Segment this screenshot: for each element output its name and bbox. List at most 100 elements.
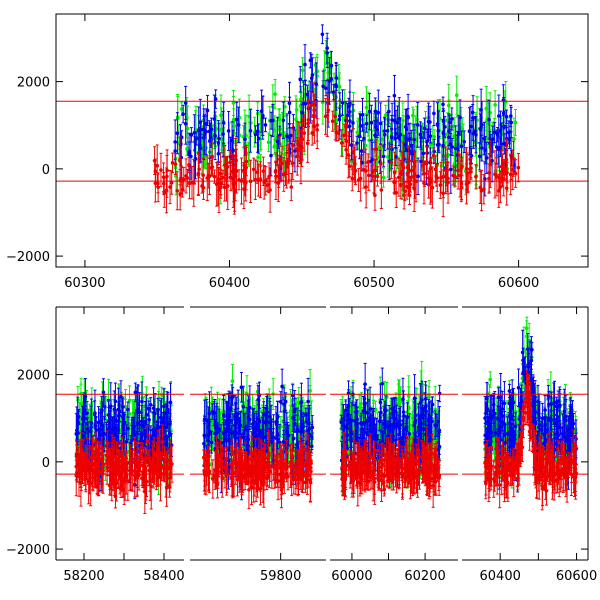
x-tick-label: 60500: [353, 276, 394, 291]
data-point: [168, 185, 172, 189]
data-point: [428, 142, 433, 147]
data-point: [459, 182, 464, 186]
data-point: [302, 131, 307, 135]
data-point: [336, 131, 340, 136]
data-point: [94, 428, 99, 432]
data-point: [272, 145, 277, 149]
data-point: [234, 117, 239, 122]
data-point: [196, 128, 201, 132]
data-point: [494, 145, 499, 149]
data-point: [408, 182, 413, 186]
data-point: [298, 77, 303, 82]
data-point: [516, 165, 521, 170]
data-point: [190, 180, 194, 185]
data-point: [152, 158, 157, 163]
data-point: [183, 101, 188, 105]
data-point: [362, 136, 366, 141]
data-point: [244, 159, 249, 164]
data-point: [379, 162, 383, 166]
data-point: [126, 407, 130, 412]
data-point: [225, 165, 230, 169]
data-point: [168, 400, 173, 405]
x-tick-label: 60300: [64, 276, 105, 291]
data-point: [167, 430, 172, 435]
data-point: [438, 117, 442, 121]
data-point: [339, 141, 344, 145]
data-point: [233, 181, 237, 186]
data-point: [124, 440, 129, 444]
series-red: [74, 424, 174, 514]
data-point: [135, 408, 139, 413]
data-point: [459, 144, 464, 148]
data-point: [412, 137, 416, 142]
data-point: [216, 140, 221, 145]
data-point: [162, 191, 167, 195]
data-point: [381, 175, 386, 180]
data-point: [422, 126, 427, 131]
data-point: [373, 125, 378, 129]
data-point: [248, 128, 253, 133]
data-point: [175, 131, 180, 136]
data-point: [403, 125, 408, 129]
data-point: [419, 135, 423, 140]
data-point: [196, 173, 201, 177]
data-point: [207, 129, 212, 134]
data-point: [406, 185, 411, 190]
data-point: [251, 167, 256, 172]
data-point: [217, 136, 221, 141]
data-point: [435, 122, 440, 126]
y-tick-label: 0: [42, 163, 50, 178]
data-point: [484, 106, 489, 111]
data-point: [392, 93, 397, 98]
data-point: [99, 408, 104, 412]
data-point: [213, 134, 217, 138]
data-point: [382, 129, 387, 133]
data-point: [450, 117, 454, 121]
data-point: [289, 133, 293, 138]
data-point: [281, 118, 286, 123]
x-tick-label: 60400: [209, 276, 250, 291]
data-point: [210, 154, 214, 159]
data-point: [83, 416, 87, 421]
data-point: [482, 136, 487, 141]
data-point: [152, 410, 156, 415]
data-point: [221, 132, 225, 136]
data-point: [179, 107, 184, 111]
data-point: [299, 96, 304, 101]
data-point: [493, 102, 497, 107]
data-point: [300, 137, 305, 142]
data-point: [445, 132, 450, 137]
data-point: [392, 171, 397, 175]
data-point: [495, 174, 499, 179]
data-point: [419, 159, 423, 164]
data-point: [498, 129, 503, 133]
data-point: [360, 112, 365, 117]
data-point: [344, 147, 348, 152]
data-layer: [152, 24, 521, 218]
data-point: [309, 103, 314, 107]
data-point: [502, 142, 507, 146]
data-point: [367, 109, 372, 114]
data-point: [147, 417, 151, 422]
data-point: [99, 427, 103, 432]
data-point: [153, 181, 158, 186]
data-point: [277, 157, 282, 162]
data-point: [200, 184, 204, 188]
data-point: [469, 124, 473, 129]
series-red: [152, 82, 521, 218]
data-point: [213, 97, 218, 101]
data-point: [204, 129, 208, 134]
data-point: [385, 129, 390, 133]
data-point: [243, 137, 247, 141]
data-point: [146, 406, 151, 411]
data-point: [330, 119, 335, 124]
data-point: [219, 181, 223, 186]
data-point: [444, 172, 449, 176]
data-point: [121, 405, 125, 409]
data-point: [255, 129, 260, 134]
data-point: [295, 154, 300, 159]
data-point: [169, 180, 174, 185]
x-tick-label: 60600: [498, 276, 539, 291]
data-point: [283, 171, 288, 175]
